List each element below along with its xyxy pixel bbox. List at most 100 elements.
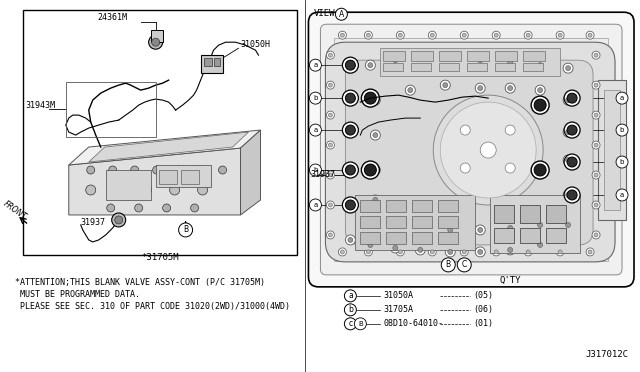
Circle shape [592, 81, 600, 89]
Circle shape [371, 165, 380, 175]
Circle shape [524, 248, 532, 256]
Circle shape [476, 225, 485, 235]
Circle shape [175, 166, 182, 174]
Circle shape [477, 227, 483, 232]
Circle shape [368, 243, 373, 247]
Bar [523, 63, 543, 71]
Circle shape [538, 62, 543, 68]
Circle shape [448, 249, 452, 254]
Text: (01): (01) [473, 319, 493, 328]
Bar [360, 216, 380, 228]
Text: B: B [358, 321, 363, 327]
Circle shape [594, 83, 598, 87]
Circle shape [326, 51, 335, 59]
Circle shape [309, 59, 321, 71]
Circle shape [566, 192, 571, 198]
Circle shape [448, 55, 452, 60]
Circle shape [558, 250, 562, 254]
Bar [494, 205, 514, 223]
Circle shape [524, 31, 532, 39]
Circle shape [508, 60, 513, 65]
Text: C: C [461, 260, 467, 269]
Text: *31705M: *31705M [141, 253, 179, 262]
Circle shape [355, 318, 366, 330]
Circle shape [592, 141, 600, 149]
Bar [412, 51, 433, 61]
Circle shape [342, 122, 358, 138]
Text: 24361M: 24361M [98, 13, 128, 22]
Text: a: a [620, 192, 624, 198]
Circle shape [477, 58, 483, 62]
Circle shape [114, 185, 124, 195]
Circle shape [445, 247, 455, 257]
Circle shape [393, 246, 398, 250]
Circle shape [346, 165, 355, 175]
Circle shape [430, 33, 435, 37]
Text: 31937: 31937 [81, 218, 106, 227]
Text: b: b [620, 127, 624, 133]
Circle shape [430, 250, 435, 254]
Circle shape [460, 125, 470, 135]
Circle shape [339, 248, 346, 256]
Circle shape [364, 92, 376, 104]
Text: 31050H: 31050H [241, 40, 271, 49]
Circle shape [433, 95, 543, 205]
Circle shape [534, 99, 546, 111]
Circle shape [87, 166, 95, 174]
Circle shape [309, 199, 321, 211]
Circle shape [309, 124, 321, 136]
Bar [439, 63, 460, 71]
Circle shape [616, 124, 628, 136]
FancyBboxPatch shape [308, 12, 634, 287]
Circle shape [526, 250, 530, 254]
Circle shape [457, 258, 471, 272]
Circle shape [191, 204, 198, 212]
Circle shape [616, 189, 628, 201]
Circle shape [563, 63, 573, 73]
Text: B: B [183, 225, 188, 234]
Bar [495, 63, 515, 71]
Text: Q'TY: Q'TY [499, 276, 521, 285]
Circle shape [563, 220, 573, 230]
Circle shape [348, 237, 353, 243]
Circle shape [344, 318, 356, 330]
Circle shape [567, 93, 577, 103]
Circle shape [328, 173, 332, 177]
Circle shape [448, 227, 452, 232]
Bar [200, 55, 223, 73]
Circle shape [445, 225, 455, 235]
Bar [546, 205, 566, 223]
Circle shape [476, 247, 485, 257]
Text: 31050A: 31050A [383, 291, 413, 300]
Circle shape [340, 250, 344, 254]
Text: 31705A: 31705A [383, 305, 413, 314]
Circle shape [342, 57, 358, 73]
Circle shape [563, 95, 573, 105]
Circle shape [346, 200, 355, 210]
Text: A: A [339, 10, 344, 19]
Circle shape [535, 60, 545, 70]
Circle shape [342, 90, 358, 106]
Text: B: B [445, 260, 451, 269]
Circle shape [563, 190, 573, 200]
Bar [523, 51, 545, 61]
Circle shape [366, 250, 371, 254]
Bar [439, 51, 461, 61]
Circle shape [588, 250, 592, 254]
Circle shape [366, 33, 371, 37]
Circle shape [594, 203, 598, 207]
Bar [546, 228, 566, 243]
Circle shape [340, 33, 344, 37]
Text: a: a [314, 127, 317, 133]
Circle shape [505, 57, 515, 67]
Circle shape [415, 220, 426, 230]
Circle shape [494, 250, 498, 254]
Circle shape [477, 249, 483, 254]
Polygon shape [89, 132, 248, 162]
Text: c: c [348, 319, 353, 328]
Bar [467, 51, 489, 61]
Circle shape [535, 220, 545, 230]
Circle shape [405, 85, 415, 95]
Circle shape [328, 83, 332, 87]
Circle shape [586, 31, 594, 39]
